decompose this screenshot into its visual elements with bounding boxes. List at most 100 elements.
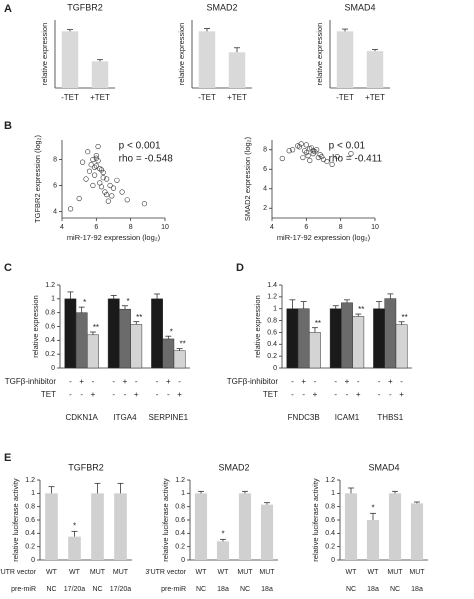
annotation: p < 0.001 <box>119 141 161 152</box>
point <box>100 175 106 181</box>
bar <box>395 324 408 369</box>
panel-label: B <box>4 120 12 132</box>
x-tick-label: 10 <box>161 224 169 231</box>
y-tick-label: 6 <box>53 182 57 189</box>
bar <box>238 493 252 560</box>
x-tick-label: 6 <box>94 224 98 231</box>
bar <box>64 298 77 369</box>
row-cell: - <box>124 390 127 399</box>
row-cell: + <box>388 377 393 386</box>
row-cell: NC <box>46 586 56 593</box>
bar <box>114 493 127 560</box>
y-tick-label: 0.8 <box>25 504 35 511</box>
y-tick-label: 1.2 <box>267 294 277 301</box>
error-bar <box>97 59 103 62</box>
row-label: TET <box>263 390 278 399</box>
point <box>97 166 103 172</box>
error-bar <box>342 28 348 32</box>
bar <box>75 312 88 369</box>
y-tick-label: 0 <box>31 557 35 564</box>
error-bar <box>198 490 204 494</box>
row-cell: WT <box>196 569 208 576</box>
row-cell: - <box>112 377 115 386</box>
y-axis-label: SMAD2 expression (log₂) <box>243 136 252 221</box>
x-tick-label: +TET <box>365 93 385 102</box>
y-tick-label: 0.4 <box>45 337 55 344</box>
row-cell: WT <box>69 569 81 576</box>
y-axis-label: relative luciferase activity <box>11 478 20 562</box>
chart-title: SMAD2 <box>218 462 249 472</box>
point <box>329 161 335 167</box>
point <box>104 176 110 182</box>
significance: * <box>126 297 129 306</box>
x-tick-label: +TET <box>90 93 110 102</box>
y-tick-label: 0 <box>273 365 277 372</box>
point <box>305 153 311 159</box>
row-cell: + <box>166 377 171 386</box>
row-cell: 17/20a <box>110 586 132 593</box>
point <box>90 182 96 189</box>
y-tick-label: 0.8 <box>325 504 335 511</box>
x-tick-label: 4 <box>60 224 64 231</box>
point <box>119 189 125 195</box>
y-axis-label: relative expression <box>31 295 40 358</box>
row-cell: MUT <box>113 569 129 576</box>
row-cell: - <box>291 377 294 386</box>
y-tick-label: 1.4 <box>267 282 277 289</box>
bar <box>309 332 321 369</box>
point <box>290 147 296 153</box>
x-tick-label: ITGA4 <box>113 413 137 422</box>
row-cell: + <box>177 390 182 399</box>
point <box>107 182 113 189</box>
error-bar <box>176 348 183 351</box>
point <box>98 167 105 173</box>
bar <box>91 493 104 560</box>
row-cell: MUT <box>259 569 275 576</box>
point <box>83 176 89 182</box>
row-label: 3'UTR vector <box>0 569 37 576</box>
x-tick-label: -TET <box>336 93 354 102</box>
row-cell: + <box>313 390 318 399</box>
error-bar <box>264 502 270 505</box>
y-tick-label: 0.2 <box>175 544 185 551</box>
bar <box>329 308 342 369</box>
x-tick-label: -TET <box>61 93 79 102</box>
error-bar <box>165 335 172 339</box>
point <box>92 172 98 178</box>
error-bar <box>300 301 307 309</box>
panel-label: D <box>236 262 244 274</box>
y-tick-label: 0.8 <box>45 310 55 317</box>
bar <box>173 350 186 369</box>
point <box>100 169 106 176</box>
error-bar <box>67 291 74 299</box>
x-axis-label: miR-17-92 expression (log₂) <box>67 233 161 242</box>
y-tick-label: 0.4 <box>175 530 185 537</box>
bar <box>68 536 81 560</box>
y-tick-label: 2 <box>263 205 267 212</box>
x-tick-label: 8 <box>129 224 133 231</box>
point <box>76 195 82 202</box>
panel-label: E <box>4 452 11 464</box>
error-bar <box>154 293 161 299</box>
bar <box>87 334 99 369</box>
row-cell: - <box>112 390 115 399</box>
bar <box>336 31 354 88</box>
y-tick-label: 0.2 <box>325 544 335 551</box>
y-tick-label: 0.4 <box>267 341 277 348</box>
row-cell: - <box>334 390 337 399</box>
error-bar <box>234 47 240 53</box>
chart-title: TGFBR2 <box>68 462 104 472</box>
error-bar <box>348 487 354 494</box>
y-tick-label: 0.4 <box>25 530 35 537</box>
error-bar <box>71 530 78 537</box>
annotation: rho = -0.548 <box>119 154 174 165</box>
point <box>93 163 99 169</box>
chart-title: SMAD2 <box>206 2 237 12</box>
row-cell: NC <box>346 586 356 593</box>
error-bar <box>89 331 96 335</box>
point <box>90 156 96 163</box>
row-cell: + <box>301 377 306 386</box>
bar <box>228 52 246 88</box>
point <box>86 168 93 174</box>
